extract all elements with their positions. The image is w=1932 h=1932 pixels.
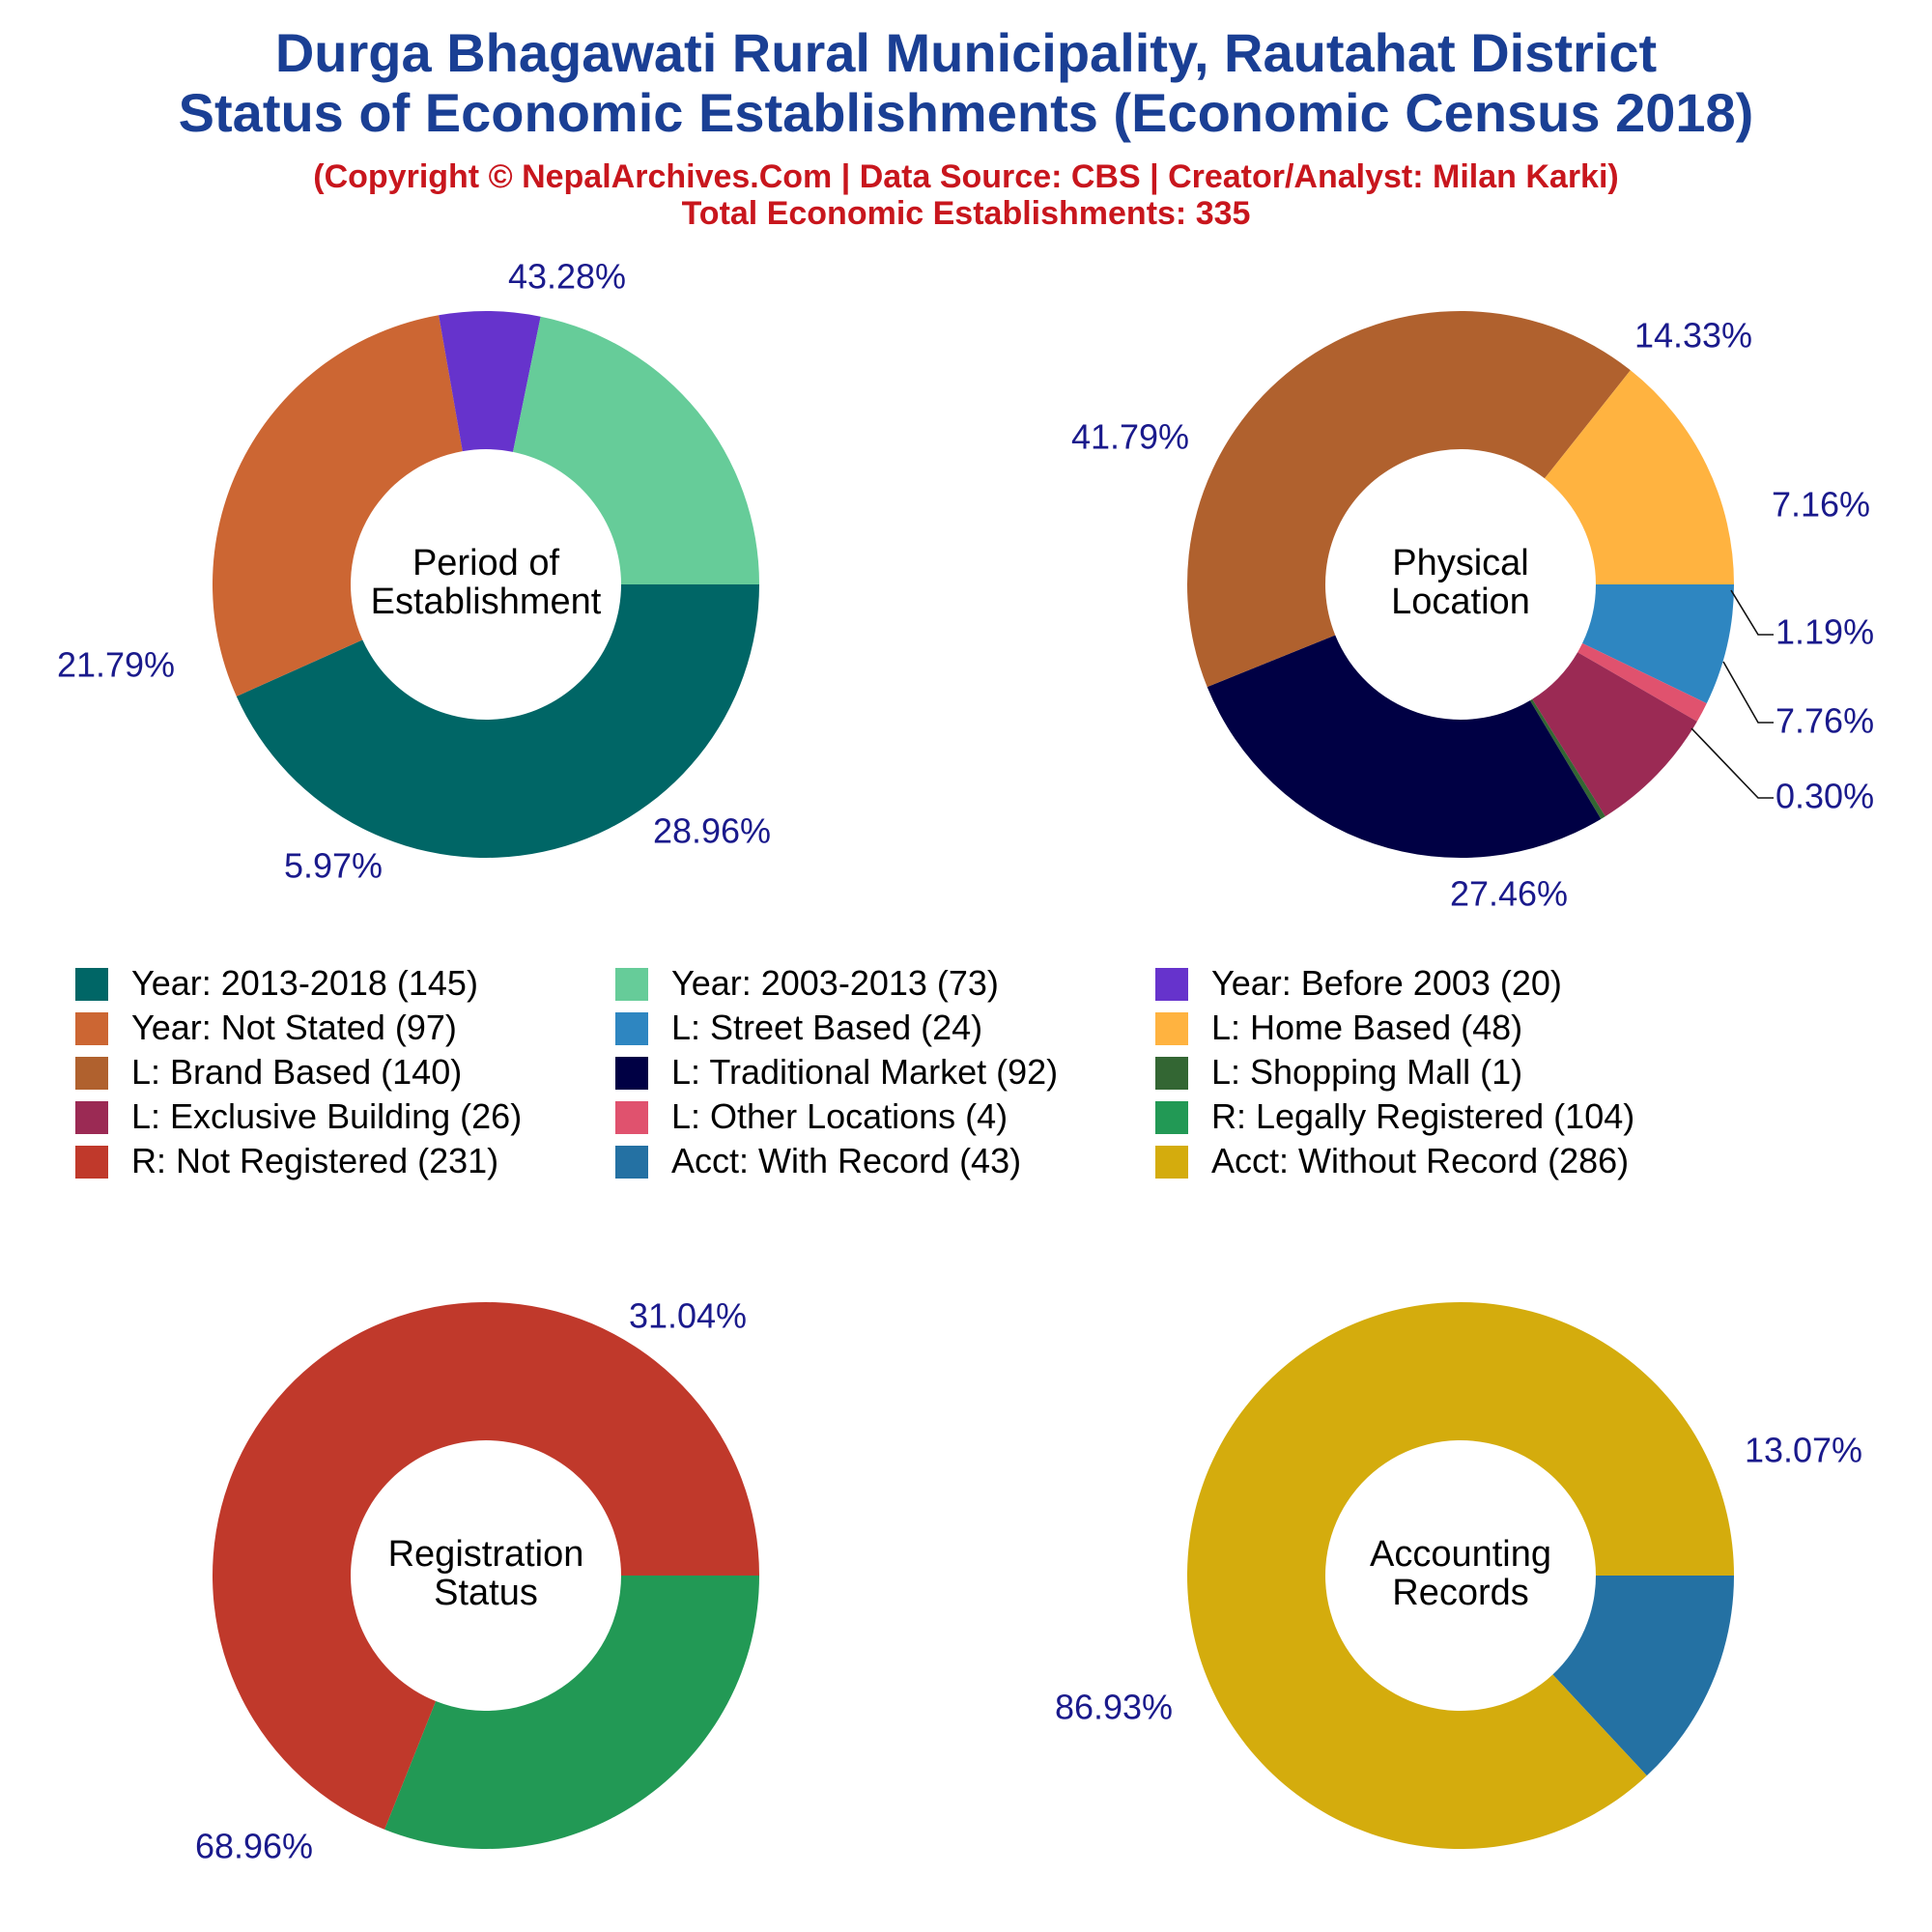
percent-label-year-2003-2013: 21.79% bbox=[57, 645, 175, 685]
slice-year-not-stated bbox=[213, 315, 463, 696]
legend-label: L: Shopping Mall (1) bbox=[1211, 1052, 1523, 1092]
legend-label: L: Traditional Market (92) bbox=[671, 1052, 1059, 1092]
center-label-period-of-establishment-2: Establishment bbox=[371, 582, 602, 622]
legend-swatch bbox=[75, 1057, 108, 1090]
slice-acct-with-record bbox=[1552, 1576, 1734, 1776]
legend-swatch bbox=[1155, 1101, 1188, 1134]
legend-label: R: Legally Registered (104) bbox=[1211, 1096, 1635, 1136]
chart-title: Durga Bhagawati Rural Municipality, Raut… bbox=[274, 22, 1658, 83]
legend-label: L: Exclusive Building (26) bbox=[131, 1096, 523, 1136]
legend-label: Acct: Without Record (286) bbox=[1211, 1141, 1630, 1180]
legend-swatch bbox=[1155, 1146, 1188, 1179]
legend-swatch bbox=[75, 1101, 108, 1134]
percent-label-l-exclusive-building: 7.76% bbox=[1776, 701, 1874, 741]
center-label-accounting-records-2: Records bbox=[1392, 1573, 1529, 1613]
leader-line-l-shopping-mall bbox=[1690, 727, 1774, 799]
legend-swatch bbox=[1155, 1057, 1188, 1090]
slice-l-other-locations bbox=[1577, 642, 1707, 722]
percent-label-r-not-registered: 68.96% bbox=[195, 1827, 313, 1866]
physical-location-donut: 7.16% 1.19% 7.76% 0.30% 27.46% 41.79% 14.33% Ph… bbox=[1071, 310, 1874, 914]
legend-label: Year: 2003-2013 (73) bbox=[671, 963, 999, 1003]
legend-label: R: Not Registered (231) bbox=[131, 1141, 499, 1180]
percent-label-l-shopping-mall: 0.30% bbox=[1776, 777, 1874, 816]
legend-label: L: Street Based (24) bbox=[671, 1008, 983, 1047]
legend-label: Acct: With Record (43) bbox=[671, 1141, 1022, 1180]
center-label-registration-status-2: Status bbox=[434, 1573, 538, 1613]
chart-title-line2: Status of Economic Establishments (Econo… bbox=[178, 82, 1754, 143]
slice-l-exclusive-building bbox=[1532, 652, 1697, 817]
legend-swatch bbox=[615, 968, 648, 1001]
legend-label: Year: 2013-2018 (145) bbox=[131, 963, 478, 1003]
legend-swatch bbox=[75, 968, 108, 1001]
legend-label: Year: Not Stated (97) bbox=[131, 1008, 457, 1047]
slice-l-brand-based bbox=[1187, 310, 1631, 688]
slice-l-traditional-market bbox=[1207, 635, 1602, 859]
legend-label: L: Home Based (48) bbox=[1211, 1008, 1523, 1047]
slice-acct-without-record bbox=[1187, 1302, 1734, 1850]
percent-label-l-home-based: 14.33% bbox=[1634, 316, 1752, 355]
total-establishments-subtitle: Total Economic Establishments: 335 bbox=[681, 195, 1251, 232]
slice-l-street-based bbox=[1582, 584, 1734, 704]
percent-label-year-before-2003: 5.97% bbox=[284, 846, 383, 886]
slice-r-not-registered bbox=[212, 1302, 759, 1830]
leader-line-l-other-locations bbox=[1730, 589, 1774, 636]
legend-swatch bbox=[1155, 968, 1188, 1001]
center-label-physical-location-1: Physical bbox=[1392, 543, 1529, 583]
percent-label-acct-without-record: 86.93% bbox=[1055, 1688, 1173, 1727]
legend-swatch bbox=[75, 1146, 108, 1179]
percent-label-year-not-stated: 28.96% bbox=[653, 811, 771, 851]
center-label-period-of-establishment-1: Period of bbox=[412, 543, 560, 583]
percent-label-l-street-based: 7.16% bbox=[1772, 485, 1870, 525]
legend-swatch bbox=[615, 1012, 648, 1045]
legend-label: Year: Before 2003 (20) bbox=[1211, 963, 1562, 1003]
percent-label-r-legally-registered: 31.04% bbox=[629, 1296, 747, 1336]
percent-label-year-2013-2018: 43.28% bbox=[508, 257, 626, 297]
slice-year-2013-2018 bbox=[236, 584, 760, 858]
percent-label-l-brand-based: 41.79% bbox=[1071, 417, 1189, 457]
legend-swatch bbox=[75, 1012, 108, 1045]
legend-label: L: Brand Based (140) bbox=[131, 1052, 463, 1092]
slice-year-before-2003 bbox=[439, 311, 541, 452]
percent-label-acct-with-record: 13.07% bbox=[1745, 1431, 1862, 1470]
percent-label-l-other-locations: 1.19% bbox=[1776, 612, 1874, 652]
period-of-establishment-donut: 43.28% 28.96% 5.97% 21.79% Period ofEstablis… bbox=[57, 257, 771, 886]
center-label-physical-location-2: Location bbox=[1391, 582, 1530, 622]
slice-r-legally-registered bbox=[384, 1576, 759, 1850]
slice-year-2003-2013 bbox=[513, 316, 759, 584]
copyright-subtitle: (Copyright © NepalArchives.Com | Data So… bbox=[313, 158, 1619, 195]
leader-line-l-exclusive-building bbox=[1722, 661, 1774, 724]
legend-swatch bbox=[615, 1146, 648, 1179]
center-label-registration-status-1: Registration bbox=[388, 1534, 584, 1575]
slice-l-shopping-mall bbox=[1529, 698, 1605, 819]
percent-label-l-traditional-market: 27.46% bbox=[1450, 874, 1568, 914]
legend-label: L: Other Locations (4) bbox=[671, 1096, 1009, 1136]
slice-l-home-based bbox=[1544, 370, 1734, 584]
center-label-accounting-records-1: Accounting bbox=[1370, 1534, 1551, 1575]
legend-swatch bbox=[1155, 1012, 1188, 1045]
legend-swatch bbox=[615, 1101, 648, 1134]
legend-swatch bbox=[615, 1057, 648, 1090]
